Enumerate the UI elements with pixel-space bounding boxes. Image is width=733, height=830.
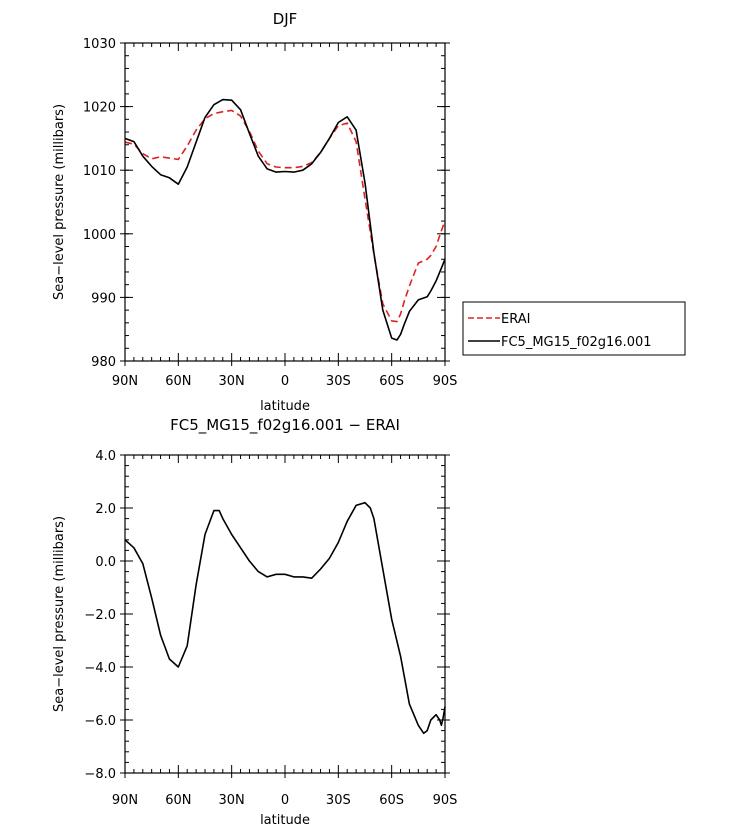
chart-title: DJF (273, 10, 298, 28)
y-tick-label: 1010 (83, 164, 116, 179)
legend-label: ERAI (501, 312, 530, 327)
y-tick-label: −6.0 (84, 714, 116, 729)
x-tick-label: 30S (326, 793, 351, 808)
x-tick-label: 0 (281, 793, 289, 808)
x-tick-label: 90N (112, 374, 138, 389)
x-tick-label: 30N (219, 793, 245, 808)
legend-box (462, 301, 686, 356)
chart-panel-2: FC5_MG15_f02g16.001 − ERAI 90N 60N 30N 0 30S 6… (52, 416, 457, 828)
x-tick-label: 60S (379, 374, 404, 389)
y-tick-label: 4.0 (95, 449, 116, 464)
y-tick-label: 0.0 (95, 555, 116, 570)
x-tick-label: 30N (219, 374, 245, 389)
x-tick-label: 0 (281, 374, 289, 389)
chart-panel-1: DJF 90N 60N 30N 0 30S 60S 90S 980 990 1000 1010 1020… (52, 10, 686, 414)
y-axis-title: Sea−level pressure (millibars) (52, 516, 67, 712)
x-tick-label: 30S (326, 374, 351, 389)
legend: ERAI FC5_MG15_f02g16.001 (462, 301, 686, 356)
y-tick-label: 1020 (83, 101, 116, 116)
x-tick-label: 60N (165, 374, 191, 389)
y-tick-label: 980 (91, 355, 116, 370)
y-tick-label: 2.0 (95, 502, 116, 517)
y-tick-label: −4.0 (84, 661, 116, 676)
legend-label: FC5_MG15_f02g16.001 (501, 335, 652, 350)
chart-title: FC5_MG15_f02g16.001 − ERAI (170, 416, 400, 435)
y-tick-label: −2.0 (84, 608, 116, 623)
series-line-erai (124, 109, 446, 323)
x-tick-label: 60S (379, 793, 404, 808)
x-tick-label: 90S (433, 374, 458, 389)
y-tick-label: 1030 (83, 37, 116, 52)
x-axis-title: latitude (260, 399, 310, 414)
series-line-difference (124, 501, 446, 735)
x-axis-title: latitude (260, 813, 310, 828)
y-tick-label: 990 (91, 291, 116, 306)
series-line-fc5-mg15-f02g16-001 (124, 98, 446, 341)
plot-area-frame (124, 42, 446, 362)
x-tick-label: 60N (165, 793, 191, 808)
x-tick-label: 90S (433, 793, 458, 808)
x-tick-label: 90N (112, 793, 138, 808)
plot-area-frame (124, 454, 446, 774)
y-tick-label: −8.0 (84, 767, 116, 782)
y-axis-title: Sea−level pressure (millibars) (52, 104, 67, 300)
y-tick-label: 1000 (83, 228, 116, 243)
